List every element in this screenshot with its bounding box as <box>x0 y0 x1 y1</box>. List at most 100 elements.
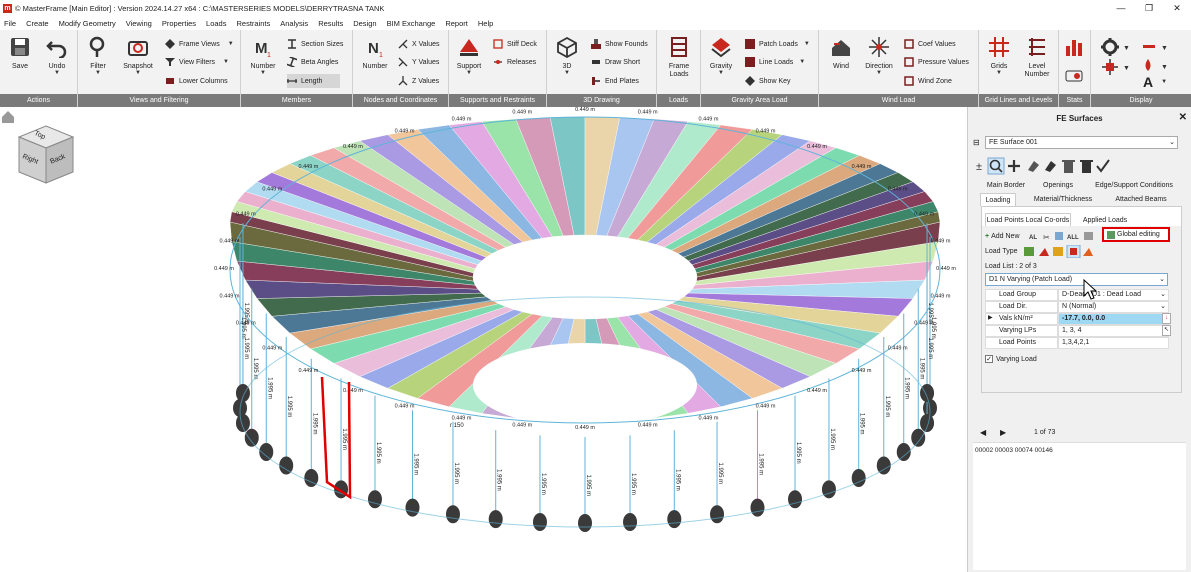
menu-properties[interactable]: Properties <box>161 18 197 28</box>
tab-loading[interactable]: Loading <box>980 193 1016 206</box>
minimize-button[interactable]: — <box>1116 3 1126 13</box>
z-values-button[interactable]: Z Values <box>398 74 439 88</box>
length-button[interactable]: Length <box>287 74 341 88</box>
node-display-button[interactable]: ▼ <box>1101 58 1131 76</box>
add-new-button[interactable]: + Add New <box>985 232 1020 240</box>
menu-bim-exchange[interactable]: BIM Exchange <box>386 18 436 28</box>
coef-values-button[interactable]: Coef Values <box>904 37 956 51</box>
show-key-button[interactable]: Show Key <box>745 74 791 88</box>
tab-openings[interactable]: Openings <box>1043 182 1073 189</box>
menu-design[interactable]: Design <box>353 18 377 28</box>
close-window-button[interactable]: ✕ <box>1173 3 1181 13</box>
delete-all-icon[interactable] <box>1079 158 1093 174</box>
prop-load-dir[interactable]: Load Dir. N (Normal) ⌄ <box>985 301 1169 313</box>
plus-minus-icon[interactable] <box>976 158 986 174</box>
prop-vals[interactable]: Vals kN/m² -17.7, 0.0, 0.0 <box>985 313 1169 325</box>
colour-button[interactable]: ▼ <box>1139 58 1169 72</box>
menu-create[interactable]: Create <box>26 18 49 28</box>
releases-button[interactable]: Releases <box>493 55 536 69</box>
snapshot-button[interactable]: Snapshot ▼ <box>118 36 158 76</box>
lower-columns-button[interactable]: Lower Columns <box>165 74 228 88</box>
draw-short-button[interactable]: Draw Short <box>591 55 640 69</box>
search-icon[interactable] <box>988 158 1004 174</box>
global-editing-button[interactable]: Global editing <box>1102 227 1170 242</box>
copy-icon[interactable] <box>1054 230 1064 242</box>
close-icon[interactable]: ✕ <box>1178 112 1187 123</box>
menu-help[interactable]: Help <box>477 18 494 28</box>
load-type-point-icon[interactable] <box>1037 245 1049 258</box>
varying-load-checkbox[interactable]: ✓ Varying Load <box>985 355 1037 363</box>
direction-button[interactable]: Direction ▼ <box>859 36 899 76</box>
next-page-button[interactable]: ▶ <box>1000 428 1007 437</box>
menu-analysis[interactable]: Analysis <box>280 18 309 28</box>
menu-viewing[interactable]: Viewing <box>125 18 152 28</box>
show-founds-button[interactable]: Show Founds <box>591 37 648 51</box>
menu-file[interactable]: File <box>4 18 17 28</box>
view-filters-button[interactable]: View Filters ▼ <box>165 55 229 69</box>
select-all-icon[interactable] <box>1029 230 1039 242</box>
vals-edit-icon[interactable]: ↓ <box>1162 313 1171 324</box>
section-sizes-button[interactable]: Section Sizes <box>287 37 343 51</box>
beta-angles-button[interactable]: Beta Angles <box>287 55 338 69</box>
grids-button[interactable]: Grids ▼ <box>979 36 1019 76</box>
text-size-button[interactable]: A ▼ <box>1143 74 1168 90</box>
frame-views-button[interactable]: Frame Views ▼ <box>165 37 234 51</box>
apply-check-icon[interactable] <box>1097 158 1111 174</box>
wind-button[interactable]: Wind <box>821 36 861 70</box>
support-button[interactable]: Support ▼ <box>449 36 489 76</box>
model-viewport[interactable]: 1.995 m 1.995 m 1.995 m 1.995 m 1.995 m 1.995… <box>0 107 966 572</box>
varying-lps-pick-icon[interactable]: ↖ <box>1162 325 1171 336</box>
display-settings-button[interactable]: ▼ <box>1101 38 1131 56</box>
menu-report[interactable]: Report <box>445 18 468 28</box>
load-type-uniform-icon[interactable] <box>1023 245 1035 258</box>
tab-main-border[interactable]: Main Border <box>986 182 1026 189</box>
undo-button[interactable]: Undo ▼ <box>37 36 77 76</box>
prev-page-button[interactable]: ◀ <box>980 428 987 437</box>
restore-button[interactable]: ❐ <box>1144 3 1154 13</box>
patch-loads-button[interactable]: Patch Loads ▼ <box>745 37 810 51</box>
level-number-button[interactable]: Level Number <box>1017 36 1057 79</box>
gravity-button[interactable]: Gravity ▼ <box>701 36 741 76</box>
menu-results[interactable]: Results <box>318 18 344 28</box>
prop-load-points[interactable]: Load Points 1,3,4,2,1 <box>985 337 1169 349</box>
filter-button[interactable]: Filter ▼ <box>78 36 118 76</box>
menu-restraints[interactable]: Restraints <box>236 18 271 28</box>
add-icon[interactable] <box>1008 158 1022 174</box>
tab-material-thickness[interactable]: Material/Thickness <box>1033 196 1093 203</box>
stiff-deck-button[interactable]: Stiff Deck <box>493 37 537 51</box>
print-icon[interactable] <box>1084 230 1094 242</box>
x-values-button[interactable]: X Values <box>398 37 440 51</box>
y-values-button[interactable]: Y Values <box>398 55 439 69</box>
menu-loads[interactable]: Loads <box>206 18 227 28</box>
surface-expand-icon[interactable]: ⊟ <box>973 138 980 147</box>
pressure-values-button[interactable]: Pressure Values <box>904 55 969 69</box>
wind-zone-button[interactable]: Wind Zone <box>904 74 952 88</box>
menu-modify-geometry[interactable]: Modify Geometry <box>58 18 116 28</box>
paste-all-icon[interactable] <box>1066 230 1082 242</box>
eraser-all-icon[interactable] <box>1044 158 1058 174</box>
tank-model-drawing[interactable]: 1.995 m1.995 m1.995 m1.995 m1.995 m1.995… <box>0 107 966 572</box>
eraser-icon[interactable] <box>1026 158 1040 174</box>
view-cube[interactable]: Top Right Back <box>17 124 76 186</box>
load-type-patch-icon[interactable] <box>1066 245 1079 258</box>
tab-attached-beams[interactable]: Attached Beams <box>1115 196 1167 203</box>
surface-select[interactable]: FE Surface 001 ⌄ <box>985 136 1178 149</box>
tab-applied-loads[interactable]: Applied Loads <box>1082 217 1128 224</box>
line-loads-button[interactable]: Line Loads ▼ <box>745 55 805 69</box>
load-type-area-icon[interactable] <box>1052 245 1064 258</box>
cut-icon[interactable] <box>1042 230 1052 242</box>
home-icon[interactable] <box>1 110 15 124</box>
load-list-select[interactable]: D1 N Varying (Patch Load) ⌄ <box>985 273 1168 286</box>
stats-info-icon[interactable] <box>1065 70 1083 82</box>
delete-icon[interactable] <box>1061 158 1075 174</box>
stats-button[interactable] <box>1055 36 1095 63</box>
tab-edge-support-conditions[interactable]: Edge/Support Conditions <box>1095 182 1173 189</box>
load-type-varying-icon[interactable] <box>1081 245 1093 258</box>
prop-varying-lps[interactable]: Varying LPs 1, 3, 4 <box>985 325 1169 337</box>
prop-load-group[interactable]: Load Group D-Dead : D1 : Dead Load ⌄ <box>985 289 1169 301</box>
end-plates-button[interactable]: End Plates <box>591 74 639 88</box>
3d-button[interactable]: 3D ▼ <box>547 36 587 76</box>
tab-load-points-local-coords[interactable]: Load Points Local Co-ords <box>985 213 1071 226</box>
